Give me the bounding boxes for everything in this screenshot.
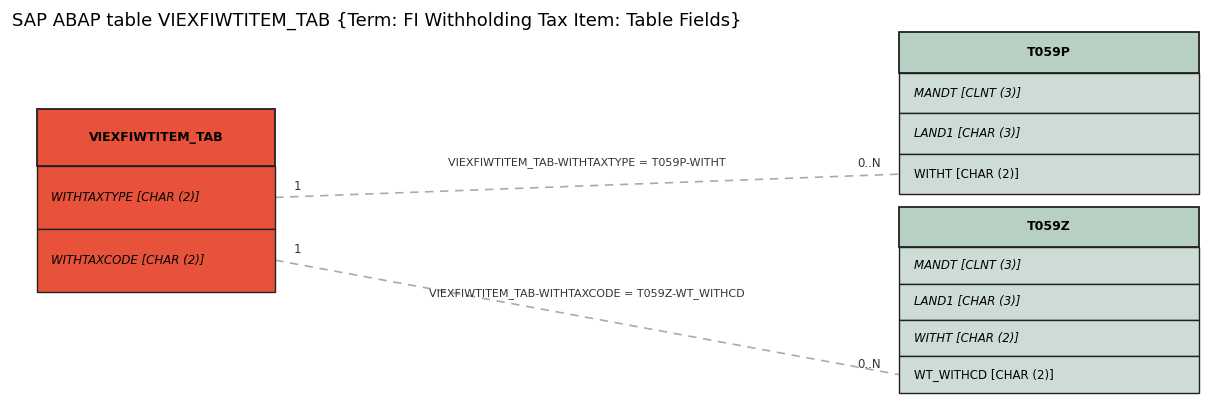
Text: T059P: T059P [1027,46,1070,59]
Text: VIEXFIWTITEM_TAB-WITHTAXCODE = T059Z-WT_WITHCD: VIEXFIWTITEM_TAB-WITHTAXCODE = T059Z-WT_… [429,288,745,299]
Text: MANDT [CLNT (3)]: MANDT [CLNT (3)] [914,87,1021,100]
FancyBboxPatch shape [899,356,1199,393]
Text: WITHTAXCODE [CHAR (2)]: WITHTAXCODE [CHAR (2)] [51,254,205,267]
FancyBboxPatch shape [899,320,1199,356]
Text: T059Z: T059Z [1027,220,1070,233]
Text: WITHTAXTYPE [CHAR (2)]: WITHTAXTYPE [CHAR (2)] [51,191,201,204]
Text: VIEXFIWTITEM_TAB: VIEXFIWTITEM_TAB [88,131,224,144]
Text: MANDT [CLNT (3)]: MANDT [CLNT (3)] [914,259,1021,272]
FancyBboxPatch shape [899,284,1199,320]
FancyBboxPatch shape [37,109,275,166]
FancyBboxPatch shape [37,166,275,229]
Text: LAND1 [CHAR (3)]: LAND1 [CHAR (3)] [914,127,1020,140]
FancyBboxPatch shape [899,247,1199,284]
Text: 0..N: 0..N [857,157,881,170]
Text: WITHT [CHAR (2)]: WITHT [CHAR (2)] [914,168,1019,181]
Text: 1: 1 [294,243,301,256]
FancyBboxPatch shape [899,73,1199,113]
FancyBboxPatch shape [37,229,275,292]
FancyBboxPatch shape [899,154,1199,194]
Text: 0..N: 0..N [857,358,881,371]
Text: WT_WITHCD [CHAR (2)]: WT_WITHCD [CHAR (2)] [914,368,1053,381]
FancyBboxPatch shape [899,207,1199,247]
FancyBboxPatch shape [899,113,1199,154]
Text: LAND1 [CHAR (3)]: LAND1 [CHAR (3)] [914,295,1020,308]
Text: SAP ABAP table VIEXFIWTITEM_TAB {Term: FI Withholding Tax Item: Table Fields}: SAP ABAP table VIEXFIWTITEM_TAB {Term: F… [12,12,741,30]
FancyBboxPatch shape [899,32,1199,73]
Text: WITHT [CHAR (2)]: WITHT [CHAR (2)] [914,332,1019,345]
Text: VIEXFIWTITEM_TAB-WITHTAXTYPE = T059P-WITHT: VIEXFIWTITEM_TAB-WITHTAXTYPE = T059P-WIT… [448,157,726,168]
Text: 1: 1 [294,180,301,193]
